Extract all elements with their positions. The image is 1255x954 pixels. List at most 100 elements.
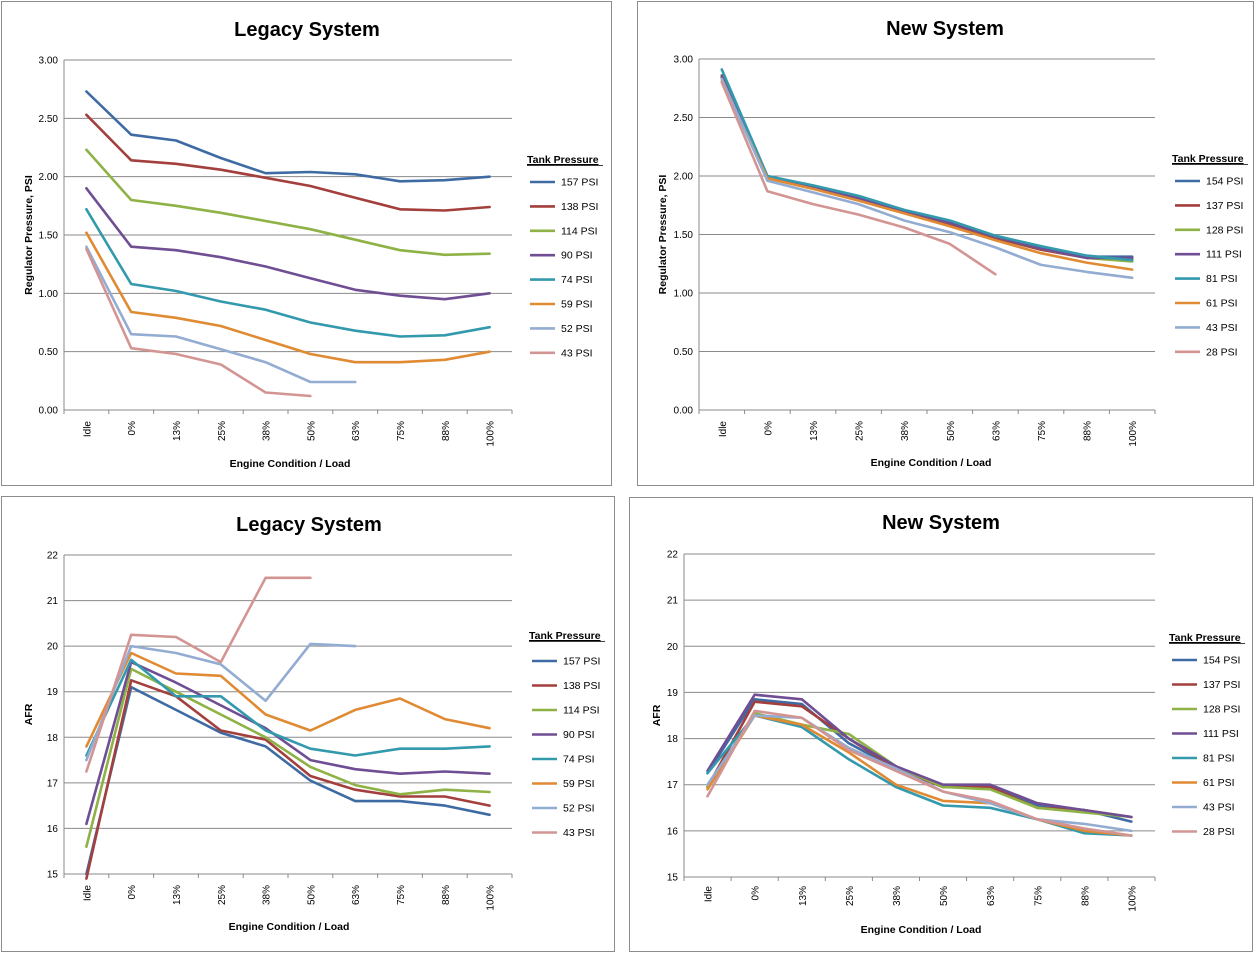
y-tick-label: 16	[667, 826, 679, 837]
x-tick-label: 63%	[991, 421, 1002, 441]
x-tick-label: 88%	[1080, 886, 1091, 906]
chart-svg-new-pressure: New System 0.00 0.50 1.00 1.50 2.00 2.50 3.00 Id…	[657, 18, 1248, 469]
series-line-43-psi	[706, 714, 1133, 833]
y-axis-label: Regulator Pressure, PSI	[23, 175, 35, 295]
x-tick-label: 50%	[306, 885, 317, 905]
legend-label: 114 PSI	[563, 705, 600, 717]
x-tick-label: 38%	[262, 885, 273, 905]
x-tick-label: 88%	[1083, 421, 1094, 441]
legend-label: 114 PSI	[561, 225, 598, 237]
y-tick-label: 1.50	[39, 231, 59, 242]
y-tick-label: 21	[47, 596, 59, 607]
y-tick-label: 22	[47, 551, 59, 562]
series-line-28-psi	[706, 709, 1133, 837]
series-line-154-psi	[720, 74, 1134, 258]
x-tick-label: 13%	[798, 886, 809, 906]
x-tick-label: 88%	[441, 421, 452, 441]
x-tick-label: 50%	[306, 421, 317, 441]
series-line-81-psi	[720, 68, 1134, 262]
y-tick-label: 3.00	[39, 56, 59, 67]
series-line-157-psi	[85, 90, 491, 183]
y-tick-label: 16	[47, 824, 59, 835]
x-tick-label: 25%	[845, 886, 856, 906]
legend-label: 59 PSI	[563, 778, 595, 790]
legend-label: 90 PSI	[561, 250, 593, 262]
legend-title: Tank Pressure	[1169, 632, 1241, 644]
x-tick-label: 0%	[127, 885, 138, 900]
series-line-74-psi	[85, 208, 491, 338]
series-line-138-psi	[85, 679, 491, 880]
chart-svg-legacy-afr: Legacy System 15 16 17 18 19 20 21 22 Idle 0% 13% 25…	[23, 514, 605, 933]
legend-title: Tank Pressure	[1172, 153, 1244, 165]
legend-label: 74 PSI	[561, 274, 593, 286]
legend-label: 154 PSI	[1206, 176, 1243, 188]
chart-title: Legacy System	[236, 514, 382, 536]
chart-title: New System	[886, 18, 1004, 40]
y-tick-label: 15	[667, 873, 679, 884]
legend-label: 137 PSI	[1203, 679, 1240, 691]
legend-label: 157 PSI	[563, 656, 600, 668]
x-tick-label: 13%	[172, 421, 183, 441]
legend-label: 43 PSI	[1206, 322, 1238, 334]
series-line-59-psi	[85, 231, 491, 364]
legend-label: 52 PSI	[563, 803, 595, 815]
y-tick-label: 0.00	[674, 406, 694, 417]
x-tick-label: 0%	[763, 421, 774, 436]
chart-panel-legacy-afr: Legacy System 15 16 17 18 19 20 21 22 Idle 0% 13% 25…	[1, 496, 615, 952]
x-tick-label: Idle	[82, 885, 93, 902]
y-tick-label: 1.50	[674, 230, 694, 241]
y-tick-label: 17	[667, 780, 679, 791]
y-tick-label: 2.00	[674, 172, 694, 183]
x-tick-label: 13%	[172, 885, 183, 905]
x-tick-label: 75%	[1037, 421, 1048, 441]
y-tick-label: 20	[667, 642, 679, 653]
y-tick-label: 18	[667, 734, 679, 745]
y-tick-label: 18	[47, 733, 59, 744]
legend-label: 154 PSI	[1203, 655, 1240, 667]
series-line-114-psi	[85, 667, 491, 848]
x-tick-label: 100%	[1128, 421, 1139, 447]
legend-label: 128 PSI	[1203, 704, 1240, 716]
series-line-74-psi	[85, 658, 491, 757]
x-tick-label: Idle	[704, 886, 715, 903]
y-tick-label: 0.00	[39, 406, 59, 417]
x-tick-label: 0%	[127, 421, 138, 436]
series-line-114-psi	[85, 148, 491, 257]
y-tick-label: 1.00	[39, 289, 59, 300]
y-tick-label: 20	[47, 642, 59, 653]
y-tick-label: 2.50	[39, 114, 59, 125]
legend-label: 43 PSI	[561, 347, 593, 359]
y-tick-label: 2.50	[674, 113, 694, 124]
chart-title: Legacy System	[234, 19, 380, 41]
x-tick-label: 75%	[1033, 886, 1044, 906]
series-line-111-psi	[706, 693, 1133, 819]
x-tick-label: 25%	[855, 421, 866, 441]
x-axis-label: Engine Condition / Load	[861, 924, 982, 936]
x-axis-label: Engine Condition / Load	[230, 458, 351, 470]
y-tick-label: 17	[47, 778, 59, 789]
legend-label: 61 PSI	[1206, 298, 1238, 310]
x-tick-label: 13%	[809, 421, 820, 441]
legend-label: 43 PSI	[563, 827, 595, 839]
series-line-52-psi	[85, 245, 357, 384]
x-tick-label: 38%	[892, 886, 903, 906]
y-axis-label: AFR	[23, 703, 35, 725]
y-tick-label: 0.50	[39, 347, 59, 358]
y-tick-label: 19	[47, 687, 59, 698]
series-line-90-psi	[85, 187, 491, 301]
chart-svg-new-afr: New System 15 16 17 18 19 20 21 22 Idle 0% 13% 25% 38…	[651, 512, 1245, 936]
y-axis-label: Regulator Pressure, PSI	[657, 175, 669, 295]
x-tick-label: 63%	[351, 885, 362, 905]
x-axis-label: Engine Condition / Load	[871, 457, 992, 469]
y-tick-label: 3.00	[674, 55, 694, 66]
chart-svg-legacy-pressure: Legacy System 0.00 0.50 1.00 1.50 2.00 2.50 3.0…	[23, 19, 603, 470]
series-line-138-psi	[85, 113, 491, 212]
x-tick-label: 38%	[900, 421, 911, 441]
x-tick-label: 88%	[441, 885, 452, 905]
x-tick-label: 100%	[486, 421, 497, 447]
y-axis-label: AFR	[651, 704, 663, 726]
series-line-52-psi	[85, 642, 357, 762]
x-tick-label: 38%	[262, 421, 273, 441]
x-tick-label: 0%	[751, 886, 762, 901]
legend-label: 81 PSI	[1206, 273, 1238, 285]
